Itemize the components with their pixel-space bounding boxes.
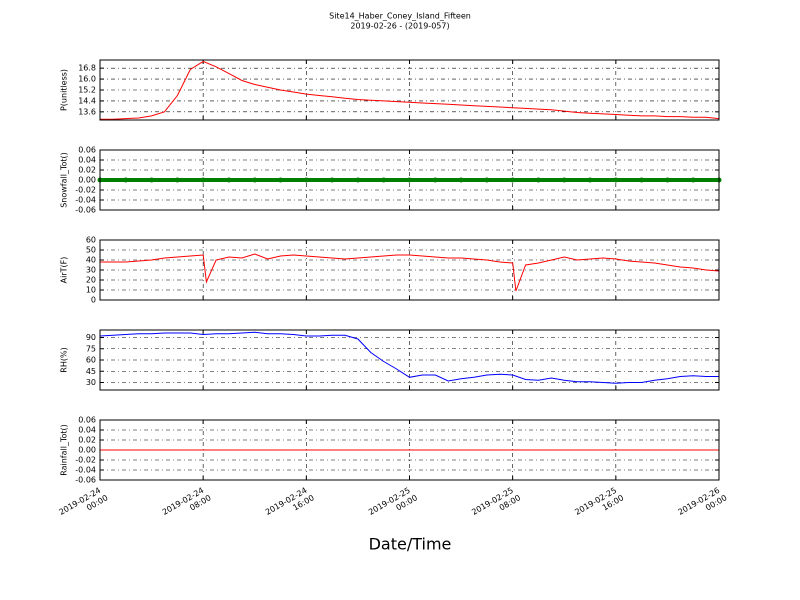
y-tick-label: 15.2 <box>78 86 96 95</box>
x-tick-label: 2019-02-24 08:00 <box>160 484 212 525</box>
data-point <box>664 177 670 183</box>
data-point <box>587 177 593 183</box>
data-point <box>252 177 258 183</box>
y-tick-label: 14.4 <box>78 96 96 105</box>
y-tick-label: -0.02 <box>75 186 96 195</box>
data-line <box>100 60 720 120</box>
data-point <box>510 177 516 183</box>
x-tick-label: 2019-02-24 00:00 <box>57 484 109 525</box>
y-tick-label: 0.04 <box>78 156 96 165</box>
plot-frame <box>99 419 720 481</box>
y-tick-label: 30 <box>86 378 96 387</box>
data-point <box>200 177 206 183</box>
y-tick-label: 0.02 <box>78 166 96 175</box>
y-tick-label: 16.0 <box>78 75 96 84</box>
x-tick-label: 2019-02-25 16:00 <box>573 484 625 525</box>
y-axis-label: Rainfall_Tot() <box>60 424 69 476</box>
y-tick-label: 60 <box>86 356 96 365</box>
y-tick-label: 90 <box>86 333 96 342</box>
data-point <box>561 177 567 183</box>
y-axis-label: P(unitless) <box>60 69 69 111</box>
data-point <box>174 177 180 183</box>
y-tick-label: 75 <box>86 344 96 353</box>
y-tick-label: 45 <box>86 367 96 376</box>
y-tick-label: -0.06 <box>75 476 96 485</box>
data-point <box>613 177 619 183</box>
y-tick-label: 16.8 <box>78 64 96 73</box>
y-tick-label: 0.00 <box>78 446 96 455</box>
data-point <box>303 177 309 183</box>
y-axis-label: AirT(F) <box>60 257 69 284</box>
y-tick-label: -0.04 <box>75 466 96 475</box>
data-point <box>407 177 412 183</box>
x-tick-label: 2019-02-25 00:00 <box>367 484 419 525</box>
x-tick-label: 2019-02-24 16:00 <box>264 484 316 525</box>
data-line <box>99 331 719 384</box>
y-tick-label: 0.02 <box>78 436 96 445</box>
x-tick-label: 2019-02-26 00:00 <box>676 484 728 525</box>
data-point <box>226 177 232 183</box>
plot-frame <box>99 329 720 391</box>
data-point <box>484 177 490 183</box>
data-point <box>381 177 387 183</box>
data-point <box>690 177 696 183</box>
y-axis-label: Snowfall_Tot() <box>60 152 69 208</box>
y-tick-label: 0.04 <box>78 426 96 435</box>
data-point <box>149 177 155 183</box>
plot-frame <box>99 149 720 211</box>
data-point <box>535 177 541 183</box>
y-axis-label: RH(%) <box>60 347 69 372</box>
data-point <box>329 177 335 183</box>
data-point <box>278 177 284 183</box>
plot-frame <box>99 239 720 301</box>
y-tick-label: -0.06 <box>75 206 96 215</box>
y-tick-label: -0.02 <box>75 456 96 465</box>
data-point <box>355 177 361 183</box>
x-tick-label: 2019-02-25 08:00 <box>470 484 522 525</box>
data-point <box>458 177 464 183</box>
y-tick-label: 50 <box>86 246 96 255</box>
data-point <box>639 177 645 183</box>
y-tick-label: 20 <box>86 276 96 285</box>
y-tick-label: 30 <box>86 266 96 275</box>
data-point <box>123 177 129 183</box>
y-tick-label: -0.04 <box>75 196 96 205</box>
data-line <box>100 253 720 292</box>
y-tick-label: 40 <box>86 256 96 265</box>
x-axis-label: Date/Time <box>369 535 452 554</box>
chart-title: Site14_Haber_Coney_Island_Fifteen <box>329 12 471 21</box>
data-point <box>432 177 438 183</box>
plot-frame <box>99 59 720 121</box>
y-tick-label: 13.6 <box>78 107 96 116</box>
y-tick-label: 0.06 <box>78 416 96 425</box>
y-tick-label: 0.06 <box>78 146 96 155</box>
y-tick-label: 0 <box>91 296 96 305</box>
y-tick-label: 10 <box>86 286 96 295</box>
chart-subtitle: 2019-02-26 - (2019-057) <box>350 22 449 31</box>
y-tick-label: 60 <box>86 236 96 245</box>
y-tick-label: 0.00 <box>78 176 96 185</box>
